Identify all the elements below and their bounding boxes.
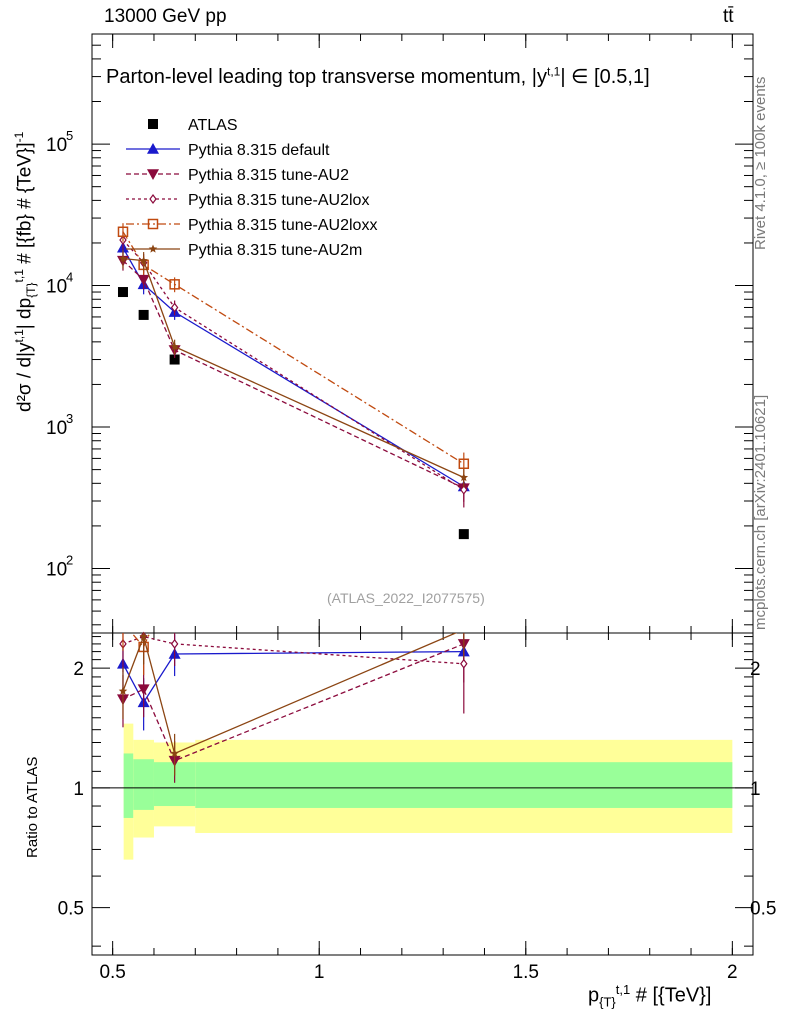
y-tick-label: 10 bbox=[46, 277, 67, 298]
legend-label-au2m: Pythia 8.315 tune-AU2m bbox=[188, 242, 362, 259]
y-tick-exp: 5 bbox=[66, 128, 73, 143]
legend-marker-au2m bbox=[148, 244, 158, 253]
process-label: tt̄ bbox=[723, 6, 734, 27]
energy-label: 13000 GeV pp bbox=[104, 6, 227, 27]
legend: ATLAS Pythia 8.315 default Pythia 8.315 tu… bbox=[126, 117, 377, 259]
x-tick-label: 1.5 bbox=[513, 962, 539, 983]
x-axis-label: p{T}t,1 # [{TeV}] bbox=[588, 982, 712, 1010]
ratio-line-au2lox bbox=[122, 635, 464, 665]
atlas-data-point bbox=[138, 309, 149, 320]
band-inner-3 bbox=[195, 762, 733, 808]
rivet-version-label: Rivet 4.1.0, ≥ 100k events bbox=[752, 76, 769, 250]
series-line-au2m bbox=[122, 257, 465, 479]
series-point-au2lox bbox=[460, 484, 468, 495]
series-line-au2 bbox=[122, 260, 465, 489]
series-point-au2loxx bbox=[117, 226, 129, 238]
y-tick-exp: 4 bbox=[66, 270, 73, 285]
legend-marker-au2lox bbox=[149, 194, 157, 204]
series-point-au2lox bbox=[170, 302, 179, 313]
legend-label-au2: Pythia 8.315 tune-AU2 bbox=[188, 167, 349, 184]
atlas-data-point bbox=[169, 354, 180, 365]
series-point-au2 bbox=[137, 274, 150, 286]
legend-label-default: Pythia 8.315 default bbox=[188, 142, 330, 159]
ratio-line-default bbox=[122, 650, 464, 704]
series-point-au2loxx bbox=[458, 458, 470, 470]
y-tick-label: 10 bbox=[46, 418, 67, 439]
ratio-point-au2 bbox=[137, 684, 150, 696]
series-point-au2m bbox=[118, 254, 128, 263]
plot-title-text: Parton-level leading top transverse mome… bbox=[106, 66, 527, 88]
y-axis-label: d²σ / d|yt,1| dp{T}t,1 # [{fb} # {TeV}]-… bbox=[12, 131, 39, 412]
ratio-y-tick-label: 1 bbox=[73, 779, 84, 800]
ratio-y-tick-label: 2 bbox=[73, 659, 84, 680]
plot-frames bbox=[91, 33, 754, 956]
ratio-y-tick-label-right: 2 bbox=[750, 659, 761, 680]
band-inner-0 bbox=[123, 753, 134, 818]
ratio-line-au2m bbox=[122, 633, 458, 755]
ratio-line-au2 bbox=[122, 643, 465, 762]
y-tick-exp: 3 bbox=[66, 411, 73, 426]
y-tick-label: 10 bbox=[46, 559, 67, 580]
ratio-point-au2lox bbox=[170, 638, 179, 649]
band-inner-1 bbox=[133, 759, 154, 810]
plot-title: Parton-level leading top transverse mome… bbox=[106, 64, 650, 89]
plot-title-math: |yt,1| ∈ [0.5,1] bbox=[531, 64, 650, 88]
ratio-point-au2m bbox=[139, 632, 148, 641]
ratio-point-au2m bbox=[118, 686, 128, 695]
x-tick-label: 1 bbox=[314, 962, 325, 983]
legend-marker-atlas bbox=[148, 119, 158, 129]
ratio-panel-frame bbox=[91, 632, 754, 956]
watermark: (ATLAS_2022_I2077575) bbox=[327, 590, 485, 606]
legend-label-atlas: ATLAS bbox=[188, 117, 238, 134]
ratio-uncertainty-bands bbox=[92, 723, 753, 860]
ratio-y-tick-label-right: 0.5 bbox=[750, 899, 776, 920]
ratio-y-tick-label: 0.5 bbox=[58, 899, 84, 920]
legend-label-au2lox: Pythia 8.315 tune-AU2lox bbox=[188, 192, 369, 209]
legend-label-au2loxx: Pythia 8.315 tune-AU2loxx bbox=[188, 217, 377, 234]
y-tick-exp: 2 bbox=[66, 552, 73, 567]
atlas-data-point bbox=[458, 529, 469, 540]
ratio-series bbox=[116, 631, 470, 783]
x-tick-label: 2 bbox=[727, 962, 738, 983]
series-point-au2m bbox=[459, 473, 469, 482]
main-series bbox=[116, 223, 470, 540]
ratio-y-tick-label-right: 1 bbox=[750, 779, 761, 800]
legend-marker-au2loxx bbox=[147, 218, 159, 230]
series-point-au2loxx bbox=[169, 279, 180, 290]
series-point-au2m bbox=[170, 342, 179, 351]
legend-marker-default bbox=[147, 143, 159, 154]
series-line-default bbox=[122, 247, 465, 488]
ratio-point-au2m bbox=[170, 749, 179, 758]
x-tick-label: 0.5 bbox=[99, 962, 125, 983]
series-point-au2m bbox=[139, 256, 148, 265]
legend-marker-au2 bbox=[147, 169, 159, 180]
source-label: mcplots.cern.ch [arXiv:2401.10621] bbox=[752, 394, 769, 630]
y-tick-label: 10 bbox=[46, 135, 67, 156]
ratio-point-au2lox bbox=[460, 658, 468, 669]
atlas-data-point bbox=[117, 287, 128, 298]
ratio-y-axis-label: Ratio to ATLAS bbox=[24, 756, 41, 858]
